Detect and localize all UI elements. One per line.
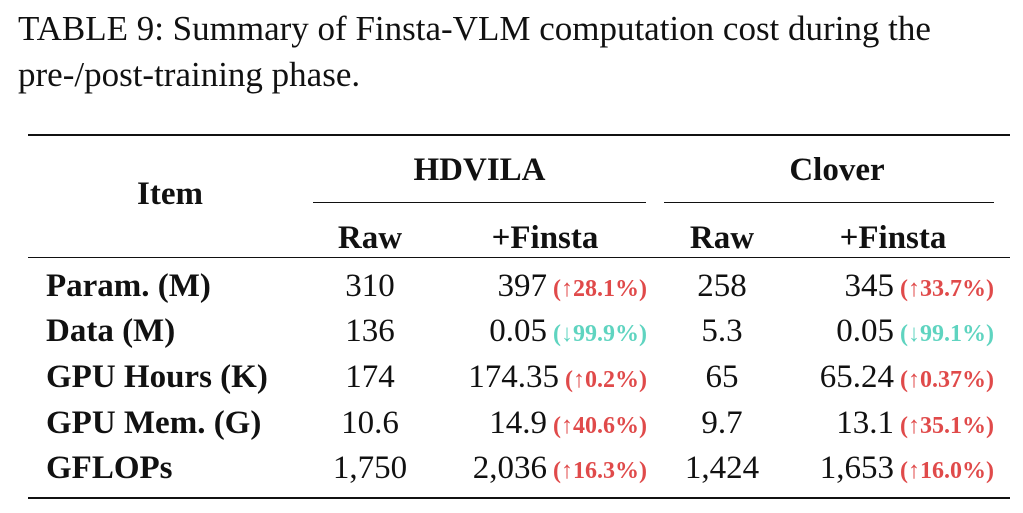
clover-change-badge: (↑0.37%) xyxy=(900,367,994,393)
hdvila-finsta-cell: 174.35 (↑0.2%) xyxy=(430,357,647,400)
clover-change-badge: (↑16.0%) xyxy=(900,458,994,484)
clover-change-badge: (↑35.1%) xyxy=(900,413,994,439)
clover-finsta-value: 1,653 xyxy=(819,450,895,486)
clover-change-badge: (↑33.7%) xyxy=(900,276,994,302)
clover-raw-value: 9.7 xyxy=(701,405,743,441)
hdvila-finsta-cell: 14.9 (↑40.6%) xyxy=(430,403,647,446)
hdvila-finsta-cell: 2,036 (↑16.3%) xyxy=(430,448,647,491)
hdvila-group-rule xyxy=(313,202,646,203)
clover-raw-value: 5.3 xyxy=(701,313,743,349)
clover-finsta-cell: 65.24 (↑0.37%) xyxy=(780,357,994,400)
hdvila-finsta-value: 174.35 xyxy=(468,359,560,395)
clover-raw-value: 1,424 xyxy=(684,450,760,486)
hdvila-change-badge: (↑40.6%) xyxy=(553,413,647,439)
hdvila-raw-value: 10.6 xyxy=(341,405,399,441)
hdvila-raw-value: 136 xyxy=(345,313,395,349)
clover-finsta-value: 0.05 xyxy=(836,313,895,349)
item-header: Item xyxy=(137,176,203,212)
top-rule xyxy=(28,134,1010,136)
hdvila-finsta-cell: 0.05 (↓99.9%) xyxy=(430,311,647,354)
clover-finsta-value: 345 xyxy=(844,268,895,304)
clover-finsta-cell: 1,653 (↑16.0%) xyxy=(780,448,994,491)
hdvila-raw-value: 1,750 xyxy=(332,450,408,486)
bottom-rule xyxy=(28,497,1010,499)
clover-finsta-value: 13.1 xyxy=(836,405,895,441)
subheader-hdvila-finsta: +Finsta xyxy=(491,220,599,256)
clover-finsta-cell: 345 (↑33.7%) xyxy=(780,266,994,309)
clover-raw-value: 258 xyxy=(697,268,747,304)
hdvila-change-badge: (↑16.3%) xyxy=(553,458,647,484)
header-rule xyxy=(28,257,1010,258)
hdvila-finsta-value: 14.9 xyxy=(489,405,548,441)
clover-finsta-cell: 13.1 (↑35.1%) xyxy=(780,403,994,446)
hdvila-finsta-cell: 397 (↑28.1%) xyxy=(430,266,647,309)
hdvila-raw-value: 174 xyxy=(345,359,395,395)
row-label: GPU Hours (K) xyxy=(46,359,268,395)
clover-change-badge: (↓99.1%) xyxy=(900,321,994,347)
hdvila-raw-value: 310 xyxy=(345,268,395,304)
row-label: Param. (M) xyxy=(46,268,211,304)
subheader-clover-raw: Raw xyxy=(689,220,755,256)
group-header-hdvila: HDVILA xyxy=(413,152,546,188)
row-label: Data (M) xyxy=(46,313,176,349)
hdvila-finsta-value: 397 xyxy=(497,268,548,304)
row-label: GFLOPs xyxy=(46,450,173,486)
row-label: GPU Mem. (G) xyxy=(46,405,262,441)
hdvila-change-badge: (↓99.9%) xyxy=(553,321,647,347)
hdvila-change-badge: (↑28.1%) xyxy=(553,276,647,302)
clover-raw-value: 65 xyxy=(705,359,739,395)
subheader-clover-finsta: +Finsta xyxy=(839,220,947,256)
hdvila-finsta-value: 2,036 xyxy=(472,450,548,486)
clover-finsta-cell: 0.05 (↓99.1%) xyxy=(780,311,994,354)
group-header-clover: Clover xyxy=(789,152,885,188)
hdvila-finsta-value: 0.05 xyxy=(489,313,548,349)
clover-finsta-value: 65.24 xyxy=(819,359,895,395)
hdvila-change-badge: (↑0.2%) xyxy=(565,367,647,393)
table-caption: TABLE 9: Summary of Finsta-VLM computati… xyxy=(18,9,931,94)
subheader-hdvila-raw: Raw xyxy=(337,220,403,256)
clover-group-rule xyxy=(664,202,994,203)
